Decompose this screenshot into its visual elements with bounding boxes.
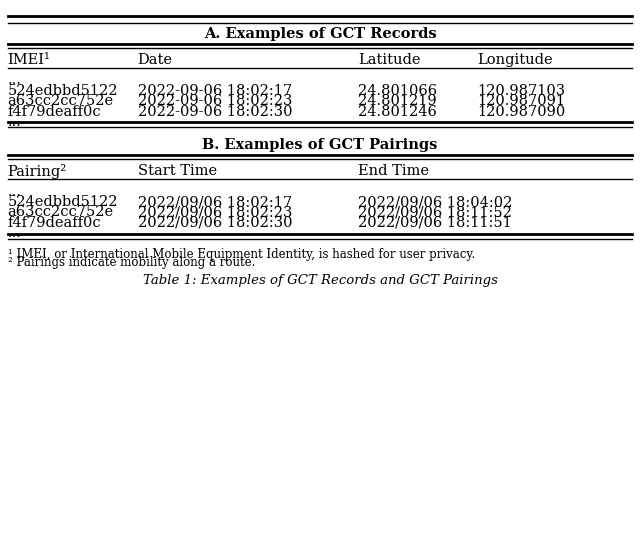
Text: Pairing²: Pairing² — [8, 164, 67, 179]
Text: Longitude: Longitude — [477, 53, 552, 67]
Text: Latitude: Latitude — [358, 53, 421, 67]
Text: 2022-09-06 18:02:30: 2022-09-06 18:02:30 — [138, 105, 292, 119]
Text: Start Time: Start Time — [138, 164, 217, 179]
Text: ...: ... — [8, 115, 22, 129]
Text: 24.801219: 24.801219 — [358, 94, 437, 109]
Text: 524edbbd5122: 524edbbd5122 — [8, 195, 118, 209]
Text: ¹ IMEI, or International Mobile Equipment Identity, is hashed for user privacy.: ¹ IMEI, or International Mobile Equipmen… — [8, 248, 475, 261]
Text: 24.801066: 24.801066 — [358, 84, 438, 98]
Text: 2022-09-06 18:02:23: 2022-09-06 18:02:23 — [138, 94, 292, 109]
Text: f4f79deaff0c: f4f79deaff0c — [8, 216, 101, 230]
Text: 2022/09/06 18:11:52: 2022/09/06 18:11:52 — [358, 206, 512, 220]
Text: A. Examples of GCT Records: A. Examples of GCT Records — [204, 27, 436, 42]
Text: 2022/09/06 18:11:51: 2022/09/06 18:11:51 — [358, 216, 512, 230]
Text: f4f79deaff0c: f4f79deaff0c — [8, 105, 101, 119]
Text: Date: Date — [138, 53, 173, 67]
Text: 2022/09/06 18:04:02: 2022/09/06 18:04:02 — [358, 195, 513, 209]
Text: 2022-09-06 18:02:17: 2022-09-06 18:02:17 — [138, 84, 292, 98]
Text: End Time: End Time — [358, 164, 429, 179]
Text: ...: ... — [8, 185, 22, 199]
Text: Table 1: Examples of GCT Records and GCT Pairings: Table 1: Examples of GCT Records and GCT… — [143, 274, 497, 287]
Text: 2022/09/06 18:02:30: 2022/09/06 18:02:30 — [138, 216, 292, 230]
Text: 524edbbd5122: 524edbbd5122 — [8, 84, 118, 98]
Text: IMEI¹: IMEI¹ — [8, 53, 51, 67]
Text: 24.801246: 24.801246 — [358, 105, 437, 119]
Text: B. Examples of GCT Pairings: B. Examples of GCT Pairings — [202, 138, 438, 152]
Text: 120.987090: 120.987090 — [477, 105, 565, 119]
Text: ...: ... — [8, 226, 22, 241]
Text: 2022/09/06 18:02:23: 2022/09/06 18:02:23 — [138, 206, 292, 220]
Text: a63cc2cc752e: a63cc2cc752e — [8, 94, 114, 109]
Text: ...: ... — [8, 73, 22, 88]
Text: 120.987091: 120.987091 — [477, 94, 564, 109]
Text: 120.987103: 120.987103 — [477, 84, 565, 98]
Text: a63cc2cc752e: a63cc2cc752e — [8, 206, 114, 220]
Text: ² Pairings indicate mobility along a route.: ² Pairings indicate mobility along a rou… — [8, 256, 255, 270]
Text: 2022/09/06 18:02:17: 2022/09/06 18:02:17 — [138, 195, 292, 209]
